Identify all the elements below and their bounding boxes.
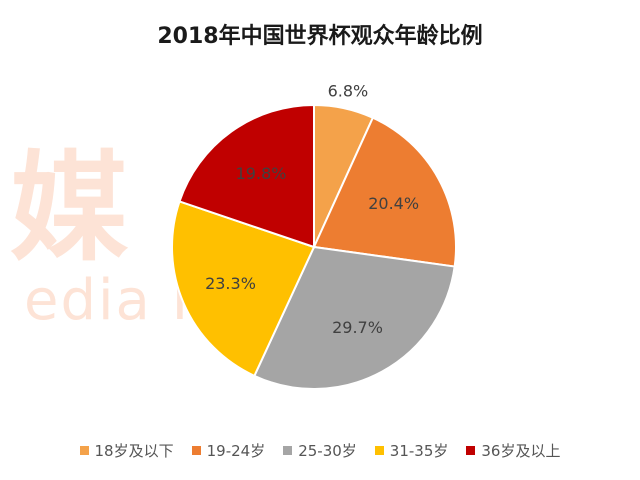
- legend-label: 31-35岁: [389, 442, 449, 460]
- legend-swatch: [283, 446, 293, 455]
- legend-item-3: 25-30岁: [283, 440, 357, 461]
- data-label-5: 19.8%: [236, 164, 287, 183]
- pie-slice-4: [171, 200, 316, 378]
- legend-label: 36岁及以上: [481, 442, 561, 460]
- pie-slice-2: [312, 116, 457, 268]
- legend-label: 18岁及以下: [94, 442, 174, 460]
- legend-item-4: 31-35岁: [374, 440, 449, 461]
- data-label-3: 29.7%: [332, 318, 383, 337]
- pie-slice-5: [178, 103, 315, 249]
- legend-swatch: [191, 446, 201, 455]
- data-label-1: 6.8%: [328, 82, 369, 101]
- legend-label: 19-24岁: [206, 442, 266, 460]
- chart-title: 2018年中国世界杯观众年龄比例: [157, 24, 483, 49]
- legend-swatch: [79, 446, 89, 455]
- legend-swatch: [374, 446, 384, 455]
- legend-item-5: 36岁及以上: [466, 440, 560, 461]
- legend-item-2: 19-24岁: [191, 440, 266, 461]
- legend-item-1: 18岁及以下: [79, 440, 174, 461]
- legend-label: 25-30岁: [298, 442, 357, 460]
- legend-swatch: [466, 446, 476, 455]
- pie-slice-3: [253, 245, 456, 390]
- data-label-4: 23.3%: [205, 274, 256, 293]
- chart-legend: 18岁及以下 19-24岁 25-30岁 31-35岁 36岁及以上: [0, 440, 640, 461]
- data-label-2: 20.4%: [368, 194, 419, 213]
